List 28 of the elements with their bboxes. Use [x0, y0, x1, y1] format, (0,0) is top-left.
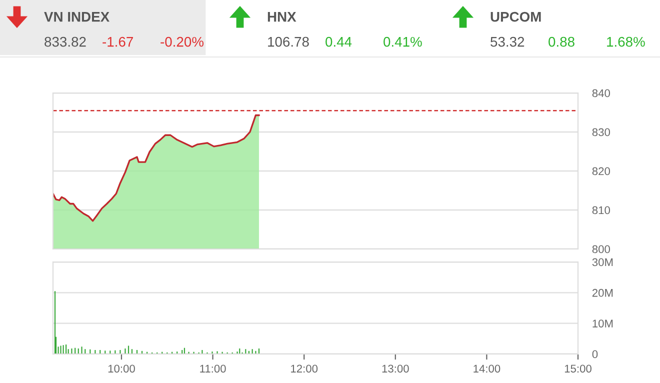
y-tick-label: 830	[592, 128, 610, 136]
text: HNX	[268, 12, 296, 22]
text: 106.78	[268, 36, 309, 47]
x-tick-label: 11:00	[200, 364, 226, 373]
y-tick-label: 840	[592, 89, 610, 98]
y-tick-label: 30M	[592, 258, 613, 266]
text: 53.32	[490, 36, 524, 47]
y-tick-label: 810	[592, 206, 610, 214]
line-series	[53, 114, 260, 222]
x-tick-label: 10:00	[108, 364, 135, 373]
text: -0.20%	[160, 36, 204, 47]
text: 0.41%	[384, 36, 422, 47]
y-tick-label: 10M	[592, 320, 613, 328]
text: UPCOM	[490, 12, 541, 22]
y-tick-label: 0	[592, 350, 598, 358]
text: 1.68%	[607, 36, 645, 47]
x-tick-label: 14:00	[474, 364, 500, 373]
x-tick-label: 12:00	[291, 364, 318, 373]
y-tick-label: 20M	[592, 288, 613, 297]
text: 833.82	[44, 36, 86, 47]
text: 0.88	[548, 36, 574, 47]
text: 0.44	[326, 36, 352, 47]
text: VN INDEX	[44, 12, 110, 22]
text: -1.67	[102, 36, 133, 47]
x-tick-label: 15:00	[564, 364, 592, 373]
y-tick-label: 820	[592, 167, 610, 176]
y-tick-label: 800	[592, 245, 610, 254]
x-tick-label: 13:00	[382, 364, 409, 373]
